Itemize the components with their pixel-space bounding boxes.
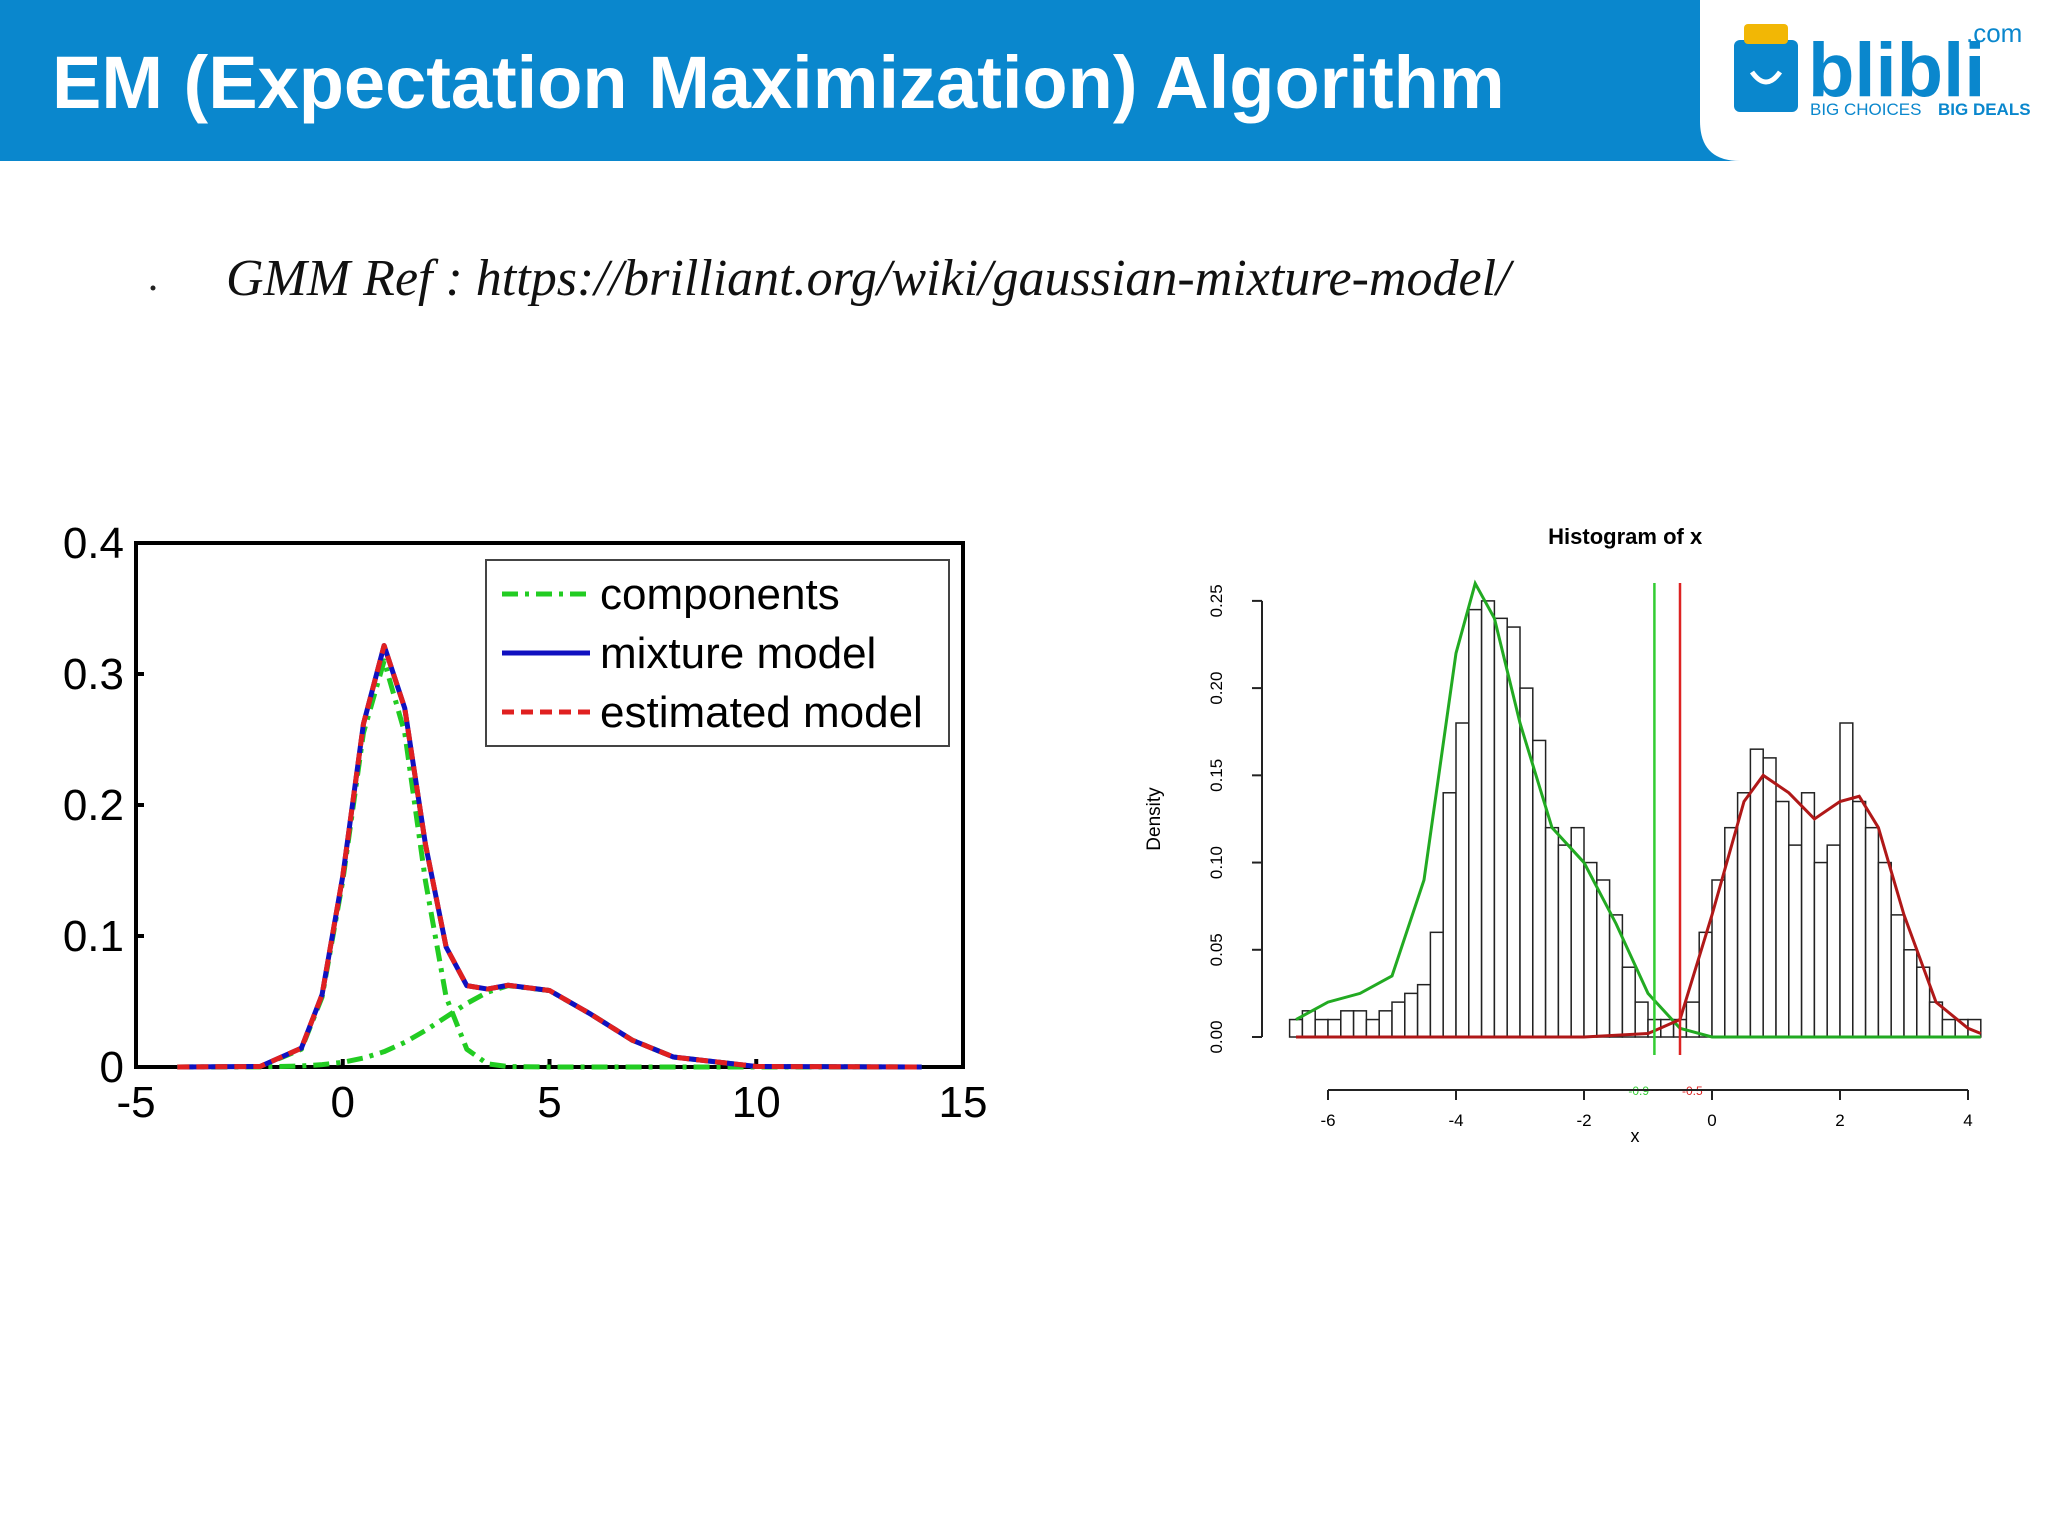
hist-bar (1314, 1018, 1329, 1038)
hist-bar (1288, 1018, 1304, 1038)
y-axis-label: Density (1144, 787, 1165, 851)
y-tick-label: 0.00 (1207, 1020, 1226, 1053)
legend-label: mixture model (600, 629, 876, 678)
hist-bar (1506, 626, 1521, 1038)
y-tick-label: 0.3 (63, 650, 124, 699)
hist-bar (1493, 617, 1508, 1038)
hist-bar (1340, 1010, 1355, 1038)
hist-bar (1762, 757, 1777, 1038)
hist-bar (1583, 861, 1598, 1038)
x-tick-label: -4 (1448, 1111, 1463, 1130)
y-tick-label: 0.15 (1207, 759, 1226, 792)
fit-curve (1296, 773, 1982, 1039)
hist-bar (1544, 826, 1560, 1038)
hist-bar (1634, 1001, 1649, 1038)
y-tick-label: 0.10 (1207, 846, 1226, 879)
logo-gift (1744, 24, 1788, 44)
y-tick-label: 0.4 (63, 519, 124, 568)
hist-bar (1941, 1018, 1956, 1038)
hist-bar (1557, 844, 1572, 1038)
hist-bar (1480, 600, 1496, 1038)
hist-bar (1621, 966, 1636, 1038)
x-tick-label: -6 (1320, 1111, 1335, 1130)
hist-bar (1775, 800, 1790, 1038)
hist-bar (1736, 792, 1752, 1038)
hist-bar (1903, 949, 1918, 1038)
hist-bar (1468, 608, 1483, 1038)
hist-bar (1365, 1018, 1380, 1038)
x-tick-label: -5 (116, 1078, 155, 1127)
logo-suffix: .com (1966, 18, 2022, 48)
x-axis-label: x (1631, 1126, 1640, 1146)
y-tick-label: 0.1 (63, 912, 124, 961)
y-tick-label: 0.05 (1207, 933, 1226, 966)
hist-bar (1327, 1018, 1342, 1038)
bullet-text: GMM Ref : https://brilliant.org/wiki/gau… (226, 250, 1515, 307)
hist-bar (1839, 722, 1854, 1038)
chart-title: Histogram of x (1548, 524, 1703, 549)
x-tick-label: 4 (1963, 1111, 1972, 1130)
hist-bar (1826, 844, 1841, 1038)
hist-bar (1391, 1001, 1406, 1038)
hist-bar (1852, 800, 1867, 1038)
x-tick-label: 0 (1707, 1111, 1716, 1130)
fit-curve (1295, 579, 1981, 1039)
x-tick-label: 10 (732, 1078, 781, 1127)
hist-bar (1877, 861, 1892, 1038)
y-tick-label: 0 (100, 1043, 124, 1092)
hist-bar (1352, 1010, 1368, 1038)
hist-bar (1429, 931, 1444, 1038)
x-tick-label: 0 (331, 1078, 355, 1127)
logo-tagline: BIG CHOICES (1810, 100, 1921, 119)
series-line (177, 643, 922, 1070)
hist-bar (1864, 826, 1880, 1038)
hist-bar (1596, 879, 1611, 1038)
y-tick-label: 0.20 (1207, 672, 1226, 705)
hist-bar (1416, 983, 1432, 1038)
slide-title: EM (Expectation Maximization) Algorithm (52, 41, 1505, 124)
hist-bar (1813, 861, 1828, 1038)
y-tick-label: 0.25 (1207, 584, 1226, 617)
hist-bar (1890, 914, 1905, 1038)
hist-bar (1800, 792, 1816, 1038)
logo-smile (1749, 70, 1783, 85)
hist-bar (1404, 992, 1419, 1038)
legend-label: components (600, 570, 840, 619)
x-tick-label: 15 (939, 1078, 988, 1127)
x-tick-label: -2 (1576, 1111, 1591, 1130)
hist-bar (1788, 844, 1803, 1038)
logo-bag (1734, 40, 1798, 112)
logo-brand: blibli (1808, 28, 1985, 113)
x-tick-label: 2 (1835, 1111, 1844, 1130)
hist-bar (1378, 1010, 1393, 1038)
hist-bar (1442, 792, 1457, 1038)
y-tick-label: 0.2 (63, 781, 124, 830)
logo: blibli .com BIG CHOICES BIG DEALS (1734, 18, 2031, 119)
logo-tagline: BIG DEALS (1938, 100, 2031, 119)
hist-bar (1455, 722, 1470, 1038)
x-tick-label: 5 (537, 1078, 561, 1127)
bullet-dot (150, 285, 156, 291)
legend-label: estimated model (600, 688, 923, 737)
